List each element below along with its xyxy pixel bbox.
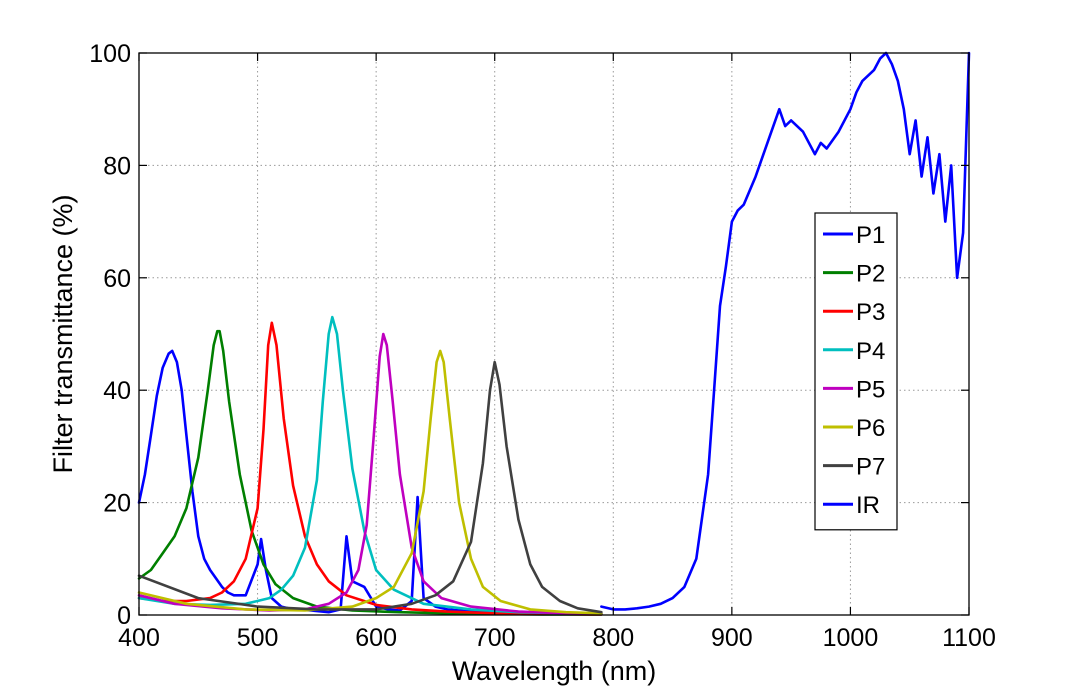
legend-label: P7 xyxy=(856,454,885,481)
legend-label: P6 xyxy=(856,415,885,442)
series-line-p2 xyxy=(137,329,603,616)
series-line-p7 xyxy=(137,360,603,614)
x-tick-label: 900 xyxy=(711,624,753,652)
legend-label: P1 xyxy=(856,222,885,249)
y-tick-label: 60 xyxy=(103,265,131,293)
series-line-ir xyxy=(600,51,971,611)
x-tick-label: 500 xyxy=(237,624,279,652)
y-axis-label: Filter transmittance (%) xyxy=(48,194,78,473)
legend-label: P4 xyxy=(856,338,885,365)
x-tick-label: 1100 xyxy=(942,624,996,652)
series-line-p4 xyxy=(137,315,603,616)
x-tick-label: 700 xyxy=(474,624,516,652)
plot-area-frame xyxy=(138,52,970,616)
legend-label: IR xyxy=(856,492,880,519)
y-tick-label: 20 xyxy=(103,490,131,518)
legend-label: P3 xyxy=(856,299,885,326)
x-axis-label: Wavelength (nm) xyxy=(452,656,657,686)
legend-label: P2 xyxy=(856,261,885,288)
y-tick-label: 100 xyxy=(89,40,131,68)
tick-labels: 400 500 600 700 800 900 1000 1100 0 20 40 60 80 100 xyxy=(89,40,996,652)
y-tick-label: 0 xyxy=(117,602,131,630)
legend: P1 P2 P3 P4 P5 P6 P7 IR xyxy=(814,212,898,531)
legend-label: P5 xyxy=(856,376,885,403)
legend-box xyxy=(814,212,898,531)
x-tick-label: 800 xyxy=(592,624,634,652)
axis-ticks xyxy=(138,52,970,616)
series-line-p3 xyxy=(137,321,603,616)
x-tick-label: 1000 xyxy=(823,624,879,652)
y-tick-label: 40 xyxy=(103,377,131,405)
y-tick-label: 80 xyxy=(103,152,131,180)
series-lines xyxy=(137,51,971,616)
x-tick-label: 600 xyxy=(355,624,397,652)
x-tick-label: 400 xyxy=(118,624,160,652)
